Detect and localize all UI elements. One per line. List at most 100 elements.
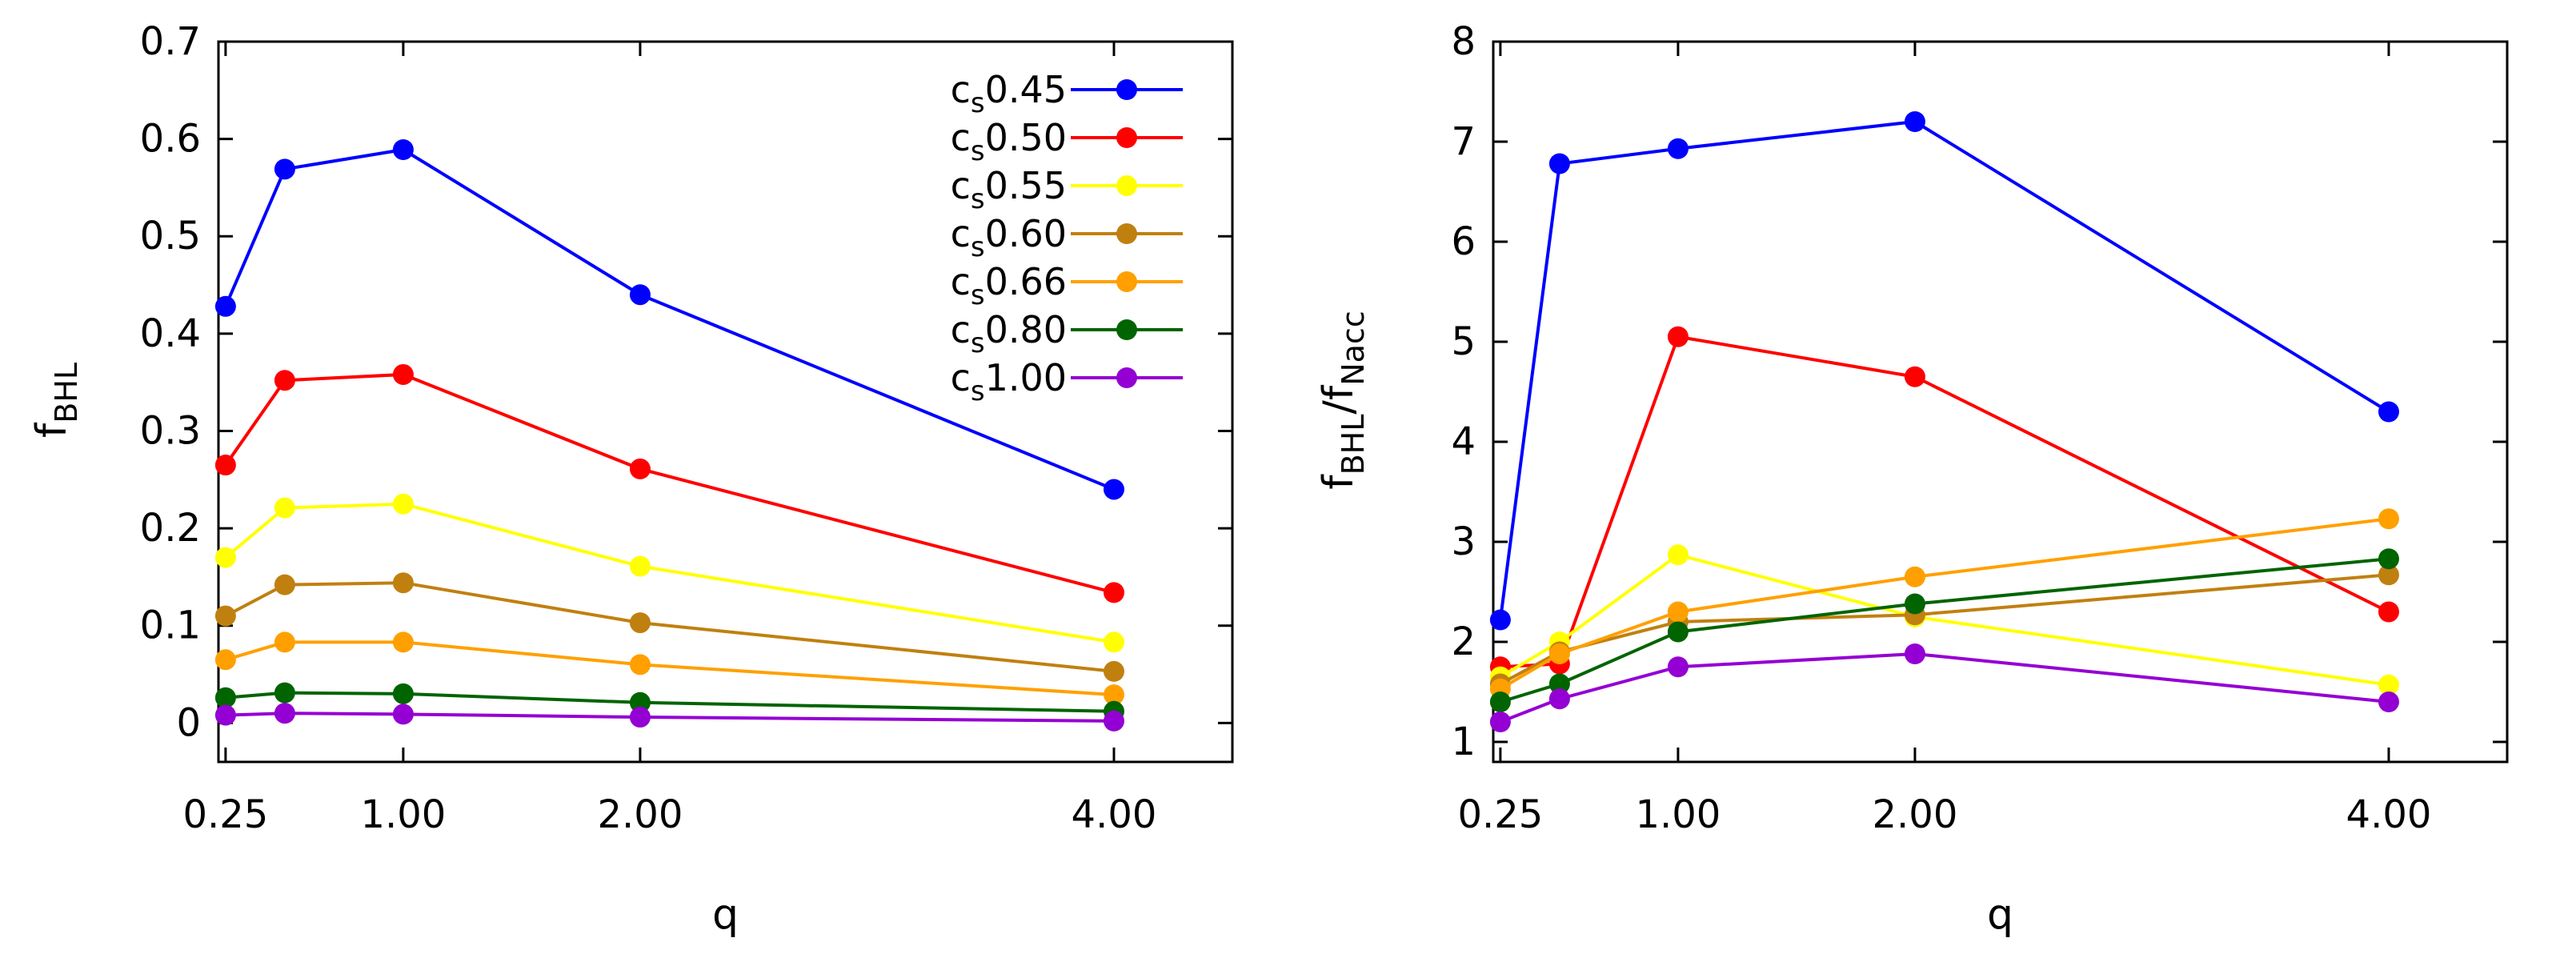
- series-line: [225, 691, 1115, 713]
- data-point: [1489, 711, 1511, 732]
- data-point: [1103, 631, 1124, 653]
- data-point: [2378, 564, 2399, 586]
- data-point: [1667, 601, 1689, 623]
- data-point: [274, 497, 295, 519]
- legend-marker: [1116, 127, 1137, 148]
- x-tick-label: 1.00: [1635, 792, 1721, 837]
- data-point: [1103, 710, 1124, 732]
- x-tick-label: 0.25: [182, 792, 268, 837]
- data-point: [214, 649, 236, 671]
- x-tick-label: 2.00: [597, 792, 683, 837]
- x-tick-label: 0.25: [1457, 792, 1543, 837]
- data-point: [2378, 548, 2399, 570]
- data-point: [629, 707, 651, 728]
- data-point: [1103, 660, 1124, 682]
- y-tick-label: 3: [1451, 519, 1476, 564]
- y-axis-label-part: /f: [1315, 384, 1363, 415]
- y-tick-label: 0: [176, 700, 201, 745]
- legend-prefix-sub: s: [971, 231, 985, 263]
- legend-marker: [1116, 79, 1137, 100]
- legend-marker: [1116, 367, 1137, 388]
- panel-left: 0 0.1 0.2 0.3 0.4 0.5 0.6 0.7 0.25 1.00 2.00 4.00 q f…: [28, 19, 1234, 939]
- y-tick-label: 0.4: [140, 311, 201, 356]
- data-point: [1904, 566, 1925, 587]
- legend-series-name: 0.66: [985, 260, 1067, 303]
- y-axis-label-part: f: [1315, 474, 1363, 490]
- legend-prefix: c: [951, 212, 971, 255]
- series-line: [225, 640, 1115, 697]
- y-tick-label: 0.6: [140, 117, 201, 162]
- legend-series-name: 0.45: [985, 68, 1067, 111]
- legend-label: cs0.80: [951, 308, 1067, 359]
- legend-label: cs1.00: [951, 356, 1067, 407]
- data-point: [214, 704, 236, 726]
- data-point: [1489, 691, 1511, 712]
- data-point: [392, 139, 414, 160]
- y-axis-label-part: BHL: [49, 363, 84, 423]
- y-tick-label: 0.2: [140, 506, 201, 551]
- series-line: [224, 581, 1115, 673]
- data-point: [1667, 138, 1689, 159]
- legend-label: cs0.55: [951, 164, 1067, 215]
- data-point: [629, 458, 651, 479]
- x-axis-label: q: [712, 891, 739, 939]
- y-tick-label: 7: [1451, 119, 1476, 164]
- data-point: [1904, 593, 1925, 615]
- y-tick-label: 0.7: [140, 19, 201, 64]
- legend-prefix-sub: s: [971, 87, 985, 119]
- data-point: [1904, 643, 1925, 664]
- data-point: [1667, 326, 1689, 347]
- data-point: [1904, 111, 1925, 132]
- y-axis-label-part: f: [28, 422, 76, 438]
- legend-prefix: c: [951, 116, 971, 159]
- y-tick-label: 8: [1451, 19, 1476, 64]
- legend-series-name: 0.80: [985, 308, 1067, 351]
- y-tick-label: 2: [1451, 619, 1476, 664]
- y-axis-label: fBHL: [28, 363, 84, 438]
- legend-marker: [1116, 271, 1137, 292]
- data-point: [214, 295, 236, 317]
- legend-prefix-sub: s: [971, 327, 985, 359]
- y-tick-label: 0.3: [140, 408, 201, 453]
- legend-series-name: 0.60: [985, 212, 1067, 255]
- x-axis-label: q: [1987, 891, 2013, 939]
- data-point: [1103, 582, 1124, 603]
- data-point: [274, 631, 295, 653]
- data-point: [2378, 674, 2399, 695]
- y-axis-label-part: Nacc: [1336, 311, 1371, 386]
- data-point: [629, 555, 651, 577]
- y-axis-label: fBHL/fNacc: [1315, 311, 1371, 489]
- y-tick-label: 1: [1451, 720, 1476, 764]
- legend-series-name: 0.55: [985, 164, 1067, 207]
- x-tick-label: 4.00: [1072, 792, 1157, 837]
- legend-prefix: c: [951, 68, 971, 111]
- data-point: [274, 574, 295, 595]
- data-point: [392, 683, 414, 704]
- legend-marker: [1116, 175, 1137, 196]
- y-tick-label: 6: [1451, 219, 1476, 264]
- legend-prefix: c: [951, 308, 971, 351]
- series-line: [1500, 335, 2390, 669]
- data-point: [214, 605, 236, 627]
- data-point: [392, 493, 414, 515]
- data-point: [1103, 684, 1124, 706]
- x-tick-label: 2.00: [1872, 792, 1957, 837]
- legend-label: cs0.45: [951, 68, 1067, 119]
- data-point: [1667, 621, 1689, 643]
- data-point: [214, 455, 236, 476]
- y-tick-label: 0.5: [140, 214, 201, 259]
- data-point: [1489, 609, 1511, 631]
- legend-label: cs0.66: [951, 260, 1067, 311]
- y-tick-label: 5: [1451, 319, 1476, 364]
- data-point: [2378, 508, 2399, 530]
- data-point: [1667, 656, 1689, 678]
- legend-prefix: c: [951, 164, 971, 207]
- legend-prefix-sub: s: [971, 375, 985, 407]
- y-axis-label-part: BHL: [1336, 415, 1371, 475]
- x-tick-label: 1.00: [360, 792, 446, 837]
- plot-frame: [1492, 40, 2509, 764]
- data-point: [1103, 479, 1124, 500]
- data-point: [2378, 601, 2399, 623]
- legend-prefix: c: [951, 260, 971, 303]
